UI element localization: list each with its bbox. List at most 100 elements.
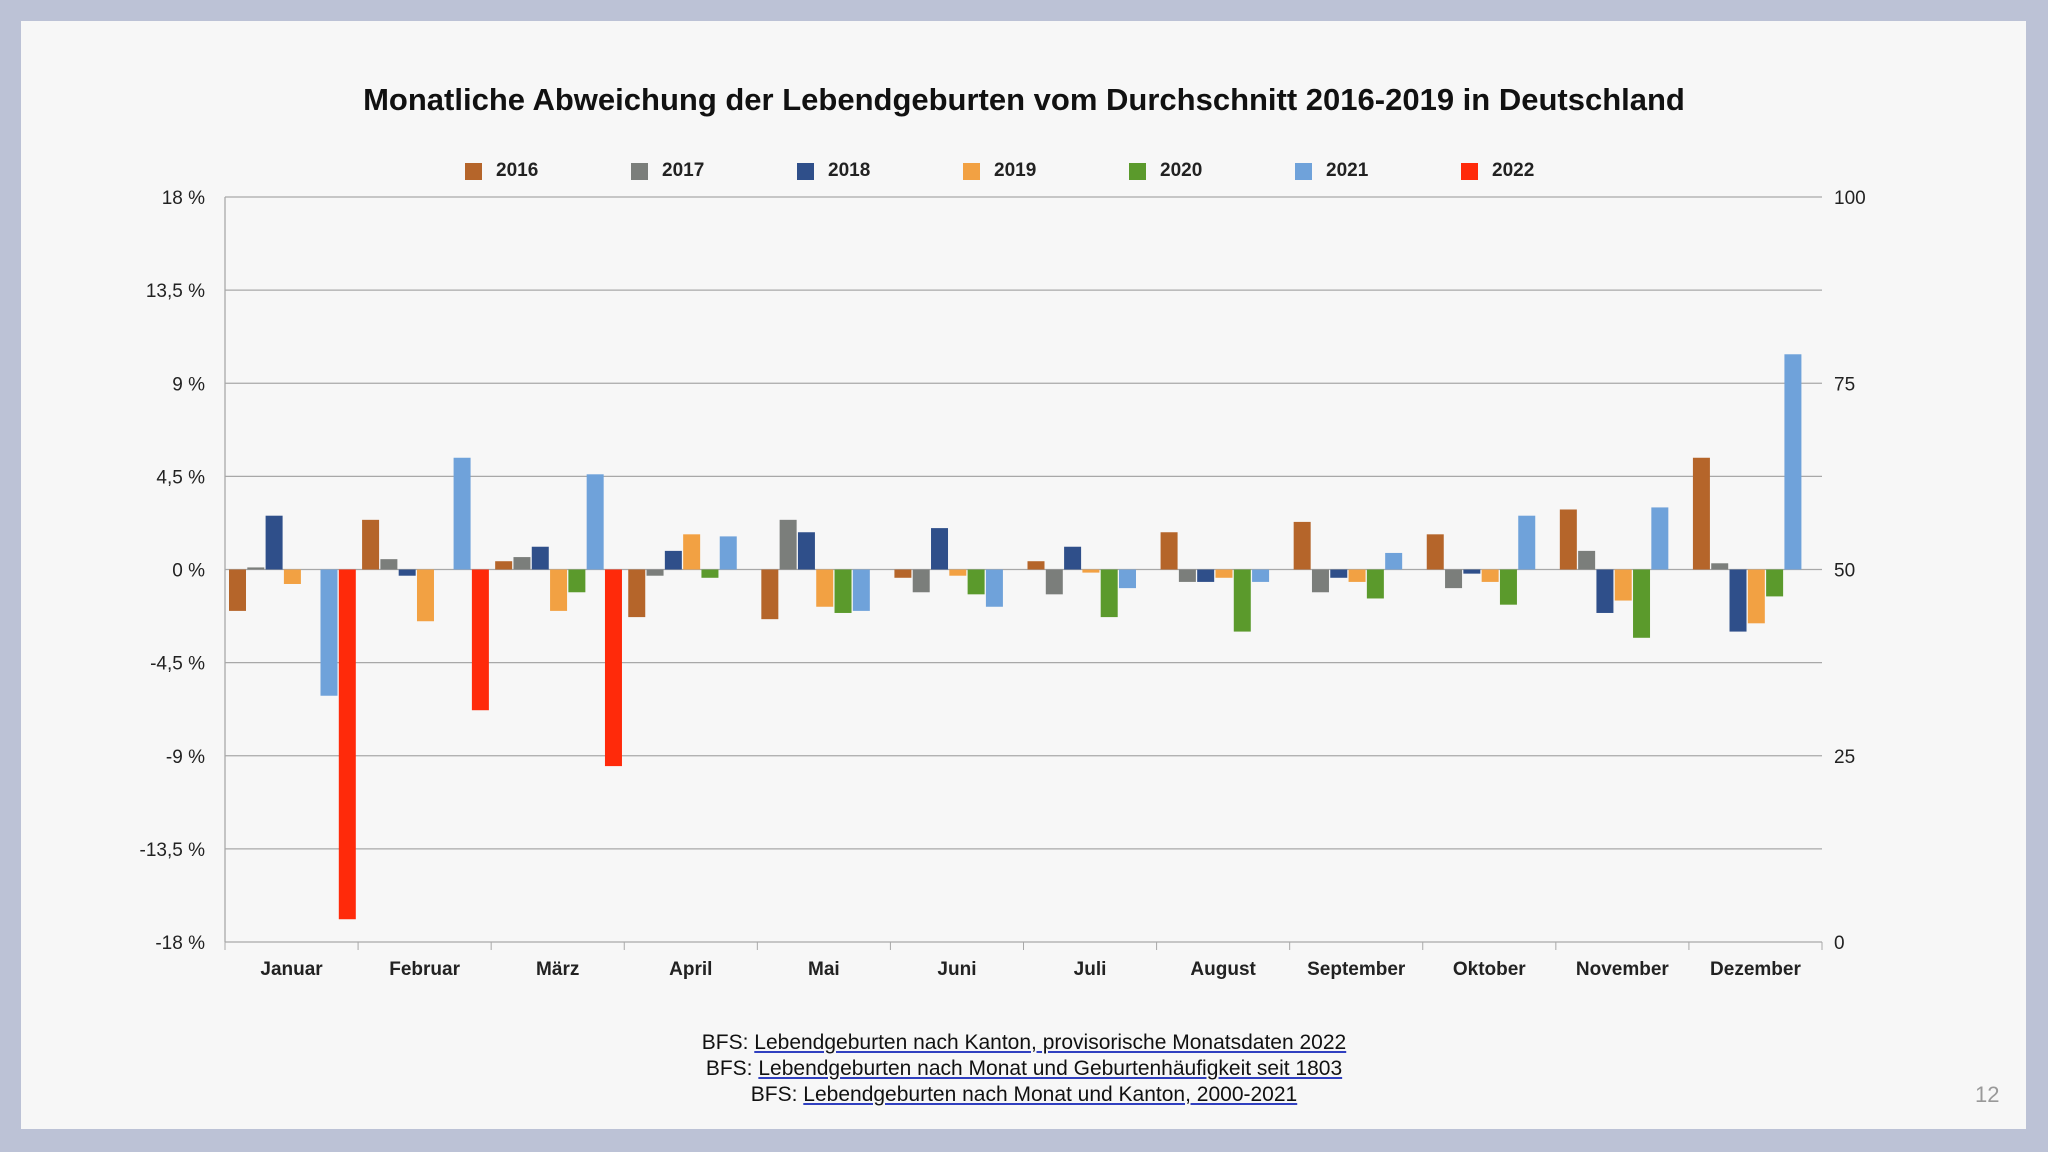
bar-2022: [471, 569, 489, 711]
legend-swatch: [631, 162, 648, 180]
bar-2018: [398, 569, 416, 576]
bar-2021: [320, 569, 338, 696]
legend-swatch: [1295, 162, 1312, 180]
x-tick-label: März: [536, 959, 579, 980]
legend-item: 2021: [1295, 160, 1461, 182]
legend-swatch: [1129, 162, 1146, 180]
bar-2017: [1311, 569, 1329, 593]
x-tick-label: Februar: [389, 959, 460, 980]
bar-2018: [1330, 569, 1348, 578]
x-tick-label: Oktober: [1453, 959, 1526, 980]
legend-label: 2018: [828, 160, 871, 181]
bar-2020: [1366, 569, 1384, 599]
bar-2019: [1082, 569, 1100, 573]
bar-2017: [380, 559, 398, 570]
page-number: 12: [1975, 1082, 2000, 1107]
bar-2021: [985, 569, 1003, 607]
legend-item: 2017: [631, 160, 797, 182]
bar-2016: [1293, 521, 1311, 570]
legend-swatch: [465, 162, 482, 180]
legend-label: 2020: [1160, 160, 1203, 181]
legend-label: 2019: [994, 160, 1037, 181]
bar-2016: [495, 561, 513, 570]
bar-2020: [1499, 569, 1517, 605]
legend-label: 2016: [496, 160, 539, 181]
bar-2019: [1215, 569, 1233, 578]
x-tick-label: Juli: [1074, 959, 1107, 980]
bar-2021: [453, 457, 471, 570]
bar-2016: [1559, 509, 1577, 570]
bar-2019: [949, 569, 967, 576]
bar-2016: [1692, 457, 1710, 570]
bar-2021: [1784, 354, 1802, 570]
legend-label: 2022: [1492, 160, 1535, 181]
y-tick-label: -4,5 %: [150, 654, 205, 675]
bar-2016: [761, 569, 779, 620]
sources: BFS: Lebendgeburten nach Kanton, proviso…: [0, 1030, 2048, 1108]
x-tick-label: September: [1307, 959, 1406, 980]
bar-2016: [1426, 534, 1444, 570]
bar-2019: [416, 569, 434, 622]
bar-2018: [797, 532, 815, 570]
bar-2020: [1100, 569, 1118, 618]
bar-2018: [265, 515, 283, 570]
bar-2017: [1578, 550, 1596, 570]
bar-2017: [779, 519, 797, 570]
bar-2020: [1766, 569, 1784, 597]
y-tick-label: -13,5 %: [140, 840, 206, 861]
bar-2017: [513, 557, 531, 570]
x-tick-label: Januar: [260, 959, 323, 980]
bar-2018: [1197, 569, 1215, 582]
bar-2021: [1518, 515, 1536, 570]
y-tick-label: 18 %: [162, 188, 205, 209]
y2-tick-label: 100: [1834, 188, 1866, 209]
source-line: BFS: Lebendgeburten nach Monat und Kanto…: [750, 1083, 1298, 1106]
bar-2018: [664, 550, 682, 570]
x-tick-label: Mai: [808, 959, 840, 980]
bar-2016: [894, 569, 912, 578]
bar-2019: [1348, 569, 1366, 582]
bar-2017: [1178, 569, 1196, 582]
bar-2016: [1160, 532, 1178, 570]
y-tick-label: -18 %: [155, 933, 205, 954]
bar-2018: [1064, 546, 1082, 570]
y-tick-label: 9 %: [172, 374, 205, 395]
bar-2017: [1711, 563, 1729, 570]
bar-2017: [912, 569, 930, 593]
bar-2020: [1633, 569, 1651, 638]
bar-2019: [283, 569, 301, 584]
y2-tick-label: 25: [1834, 747, 1855, 768]
bar-2021: [1252, 569, 1270, 582]
legend: 2016 2017 2018 2019 2020 2021 2022: [465, 160, 1627, 182]
bar-2017: [247, 567, 265, 570]
legend-swatch: [797, 162, 814, 180]
bar-2022: [604, 569, 622, 767]
y-tick-label: 0 %: [172, 561, 205, 582]
source-link[interactable]: Lebendgeburten nach Monat und Kanton, 20…: [803, 1083, 1298, 1106]
bar-2018: [1463, 569, 1481, 574]
legend-label: 2017: [662, 160, 705, 181]
source-line: BFS: Lebendgeburten nach Kanton, proviso…: [701, 1031, 1347, 1054]
bar-2018: [931, 528, 949, 570]
source-link[interactable]: Lebendgeburten nach Monat und Geburtenhä…: [758, 1057, 1343, 1080]
y2-tick-label: 0: [1834, 933, 1845, 954]
bar-2020: [701, 569, 719, 578]
legend-item: 2016: [465, 160, 631, 182]
y-tick-label: 13,5 %: [146, 281, 205, 302]
bar-2016: [1027, 561, 1045, 570]
legend-item: 2022: [1461, 160, 1627, 182]
legend-label: 2021: [1326, 160, 1369, 181]
bar-2016: [229, 569, 246, 611]
source-link[interactable]: Lebendgeburten nach Kanton, provisorisch…: [754, 1031, 1347, 1054]
legend-item: 2018: [797, 160, 963, 182]
bar-2019: [1747, 569, 1765, 624]
bar-2021: [719, 536, 737, 570]
source-line: BFS: Lebendgeburten nach Monat und Gebur…: [705, 1057, 1343, 1080]
y-tick-label: 4,5 %: [156, 467, 205, 488]
bar-2016: [362, 519, 380, 570]
x-tick-label: Dezember: [1710, 959, 1801, 980]
bar-2020: [834, 569, 852, 613]
bar-2021: [586, 474, 604, 570]
x-tick-label: Juni: [937, 959, 976, 980]
